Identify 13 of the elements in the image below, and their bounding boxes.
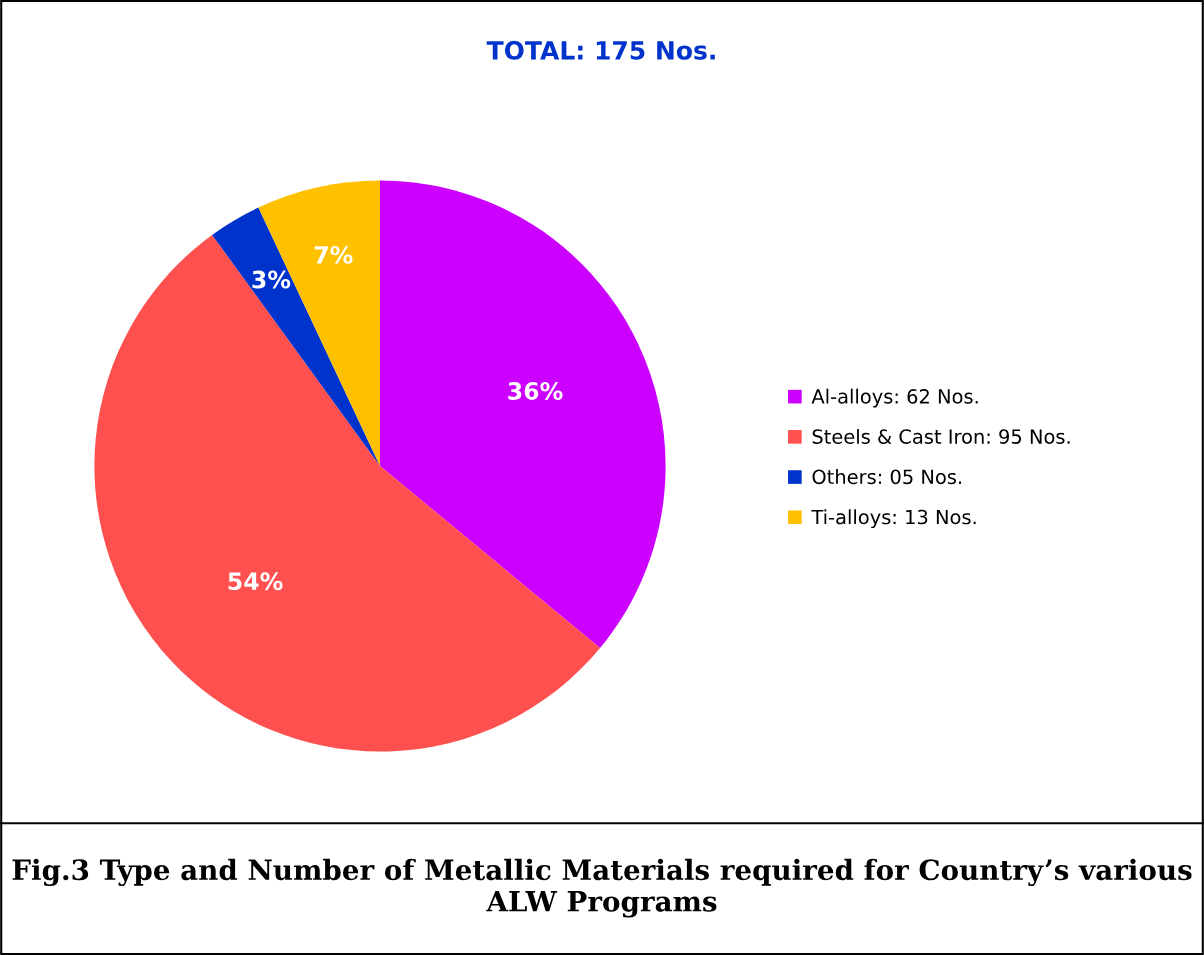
pie-slice [94, 234, 601, 752]
data-label: 36% [508, 382, 563, 400]
data-label: 3% [252, 270, 291, 289]
legend-label: Steels & Cast Iron: 95 Nos. [812, 428, 1070, 444]
chart-title: TOTAL: 175 Nos. [486, 40, 715, 60]
legend-label: Others: 05 Nos. [812, 469, 962, 485]
pie-slice [380, 180, 666, 649]
caption: Fig.3 Type and Number of Metallic Materials required for Country’s various ALW Programs [12, 858, 1192, 918]
legend-label: Al-alloys: 62 Nos. [811, 388, 978, 408]
pie-slice [212, 207, 380, 466]
data-label: 54% [228, 572, 283, 591]
legend-label: Ti-alloys: 13 Nos. [811, 509, 976, 529]
data-label: 7% [314, 245, 353, 264]
